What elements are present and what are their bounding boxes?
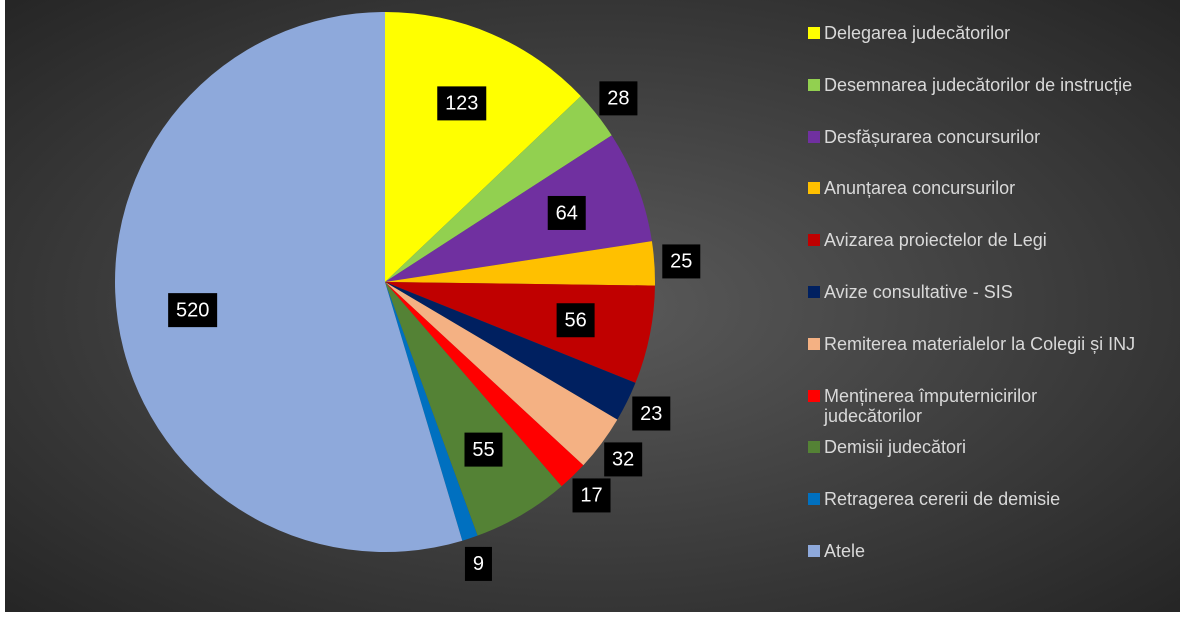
legend-entry: Demisii judecători: [808, 437, 1138, 457]
legend-swatch: [808, 234, 820, 247]
pie-slice: [385, 282, 562, 536]
data-label-box: [547, 195, 586, 230]
data-label-box: [662, 244, 701, 279]
legend-entry: Delegarea judecătorilor: [808, 23, 1138, 43]
legend-swatch: [808, 389, 820, 402]
data-label-box: [604, 442, 643, 477]
legend-entry: Atele: [808, 541, 1138, 561]
data-label: 55: [472, 439, 494, 461]
legend-swatch: [808, 286, 820, 298]
data-label: 25: [670, 251, 692, 273]
legend-entry: Avize consultative - SIS: [808, 282, 1138, 302]
data-label-box: [572, 478, 611, 513]
legend-entry: Retragerea cererii de demisie: [808, 489, 1138, 509]
legend-entry: Avizarea proiectelor de Legi: [808, 230, 1138, 250]
legend-entry: Anunțarea concursurilor: [808, 178, 1138, 198]
legend-swatch: [808, 182, 820, 195]
data-label: 56: [564, 310, 586, 332]
legend-swatch: [808, 337, 820, 350]
pie-slice: [385, 96, 612, 283]
legend-swatch: [808, 441, 820, 454]
pie-slice: [385, 282, 478, 541]
legend-label: Avizarea proiectelor de Legi: [824, 230, 1047, 251]
legend-label: Remiterea materialelor la Colegii și INJ: [824, 333, 1136, 354]
legend-label: Retragerea cererii de demisie: [824, 489, 1061, 510]
data-label: 32: [612, 449, 634, 471]
legend-swatch: [808, 78, 820, 91]
data-label: 520: [176, 299, 209, 321]
legend-swatch: [808, 545, 820, 557]
data-label-box: [632, 396, 671, 431]
pie-slice: [385, 282, 584, 487]
data-label-box: [168, 293, 218, 328]
legend-entry: Menținerea împuternicirilor judecătorilo…: [808, 386, 1138, 426]
data-label: 23: [640, 403, 662, 425]
data-label-box: [599, 81, 638, 116]
legend-label: Delegarea judecătorilor: [824, 23, 1011, 43]
pie-slice: [385, 12, 581, 282]
data-label: 28: [607, 88, 629, 110]
legend-swatch: [808, 27, 820, 39]
legend-label: Demisii judecători: [824, 437, 967, 458]
data-label-box: [556, 303, 595, 338]
legend-label: Atele: [824, 541, 866, 561]
data-label: 17: [580, 485, 602, 507]
legend-entry: Desfășurarea concursurilor: [808, 127, 1138, 147]
legend-label: Anunțarea concursurilor: [824, 178, 1016, 199]
legend-label: Desfășurarea concursurilor: [824, 126, 1041, 147]
legend-label: Avize consultative - SIS: [824, 282, 1013, 302]
data-label: 9: [473, 553, 484, 575]
data-label: 123: [445, 93, 478, 115]
legend-label: Desemnarea judecătorilor de instrucție: [824, 74, 1133, 95]
legend-swatch: [808, 493, 820, 506]
data-label-box: [464, 546, 492, 581]
legend-entry: Desemnarea judecătorilor de instrucție: [808, 75, 1138, 95]
legend-entry: Remiterea materialelor la Colegii și INJ: [808, 334, 1138, 354]
pie-slice: [385, 282, 618, 466]
pie-slice: [114, 12, 463, 552]
data-label-box: [437, 86, 487, 121]
legend-swatch: [808, 130, 820, 143]
legend-label: Menținerea împuternicirilor judecătorilo…: [824, 385, 1038, 426]
pie-slice: [385, 282, 636, 420]
data-label-box: [464, 432, 503, 467]
pie-slice: [385, 241, 655, 286]
pie-slice: [385, 135, 652, 282]
data-label: 64: [556, 202, 578, 224]
